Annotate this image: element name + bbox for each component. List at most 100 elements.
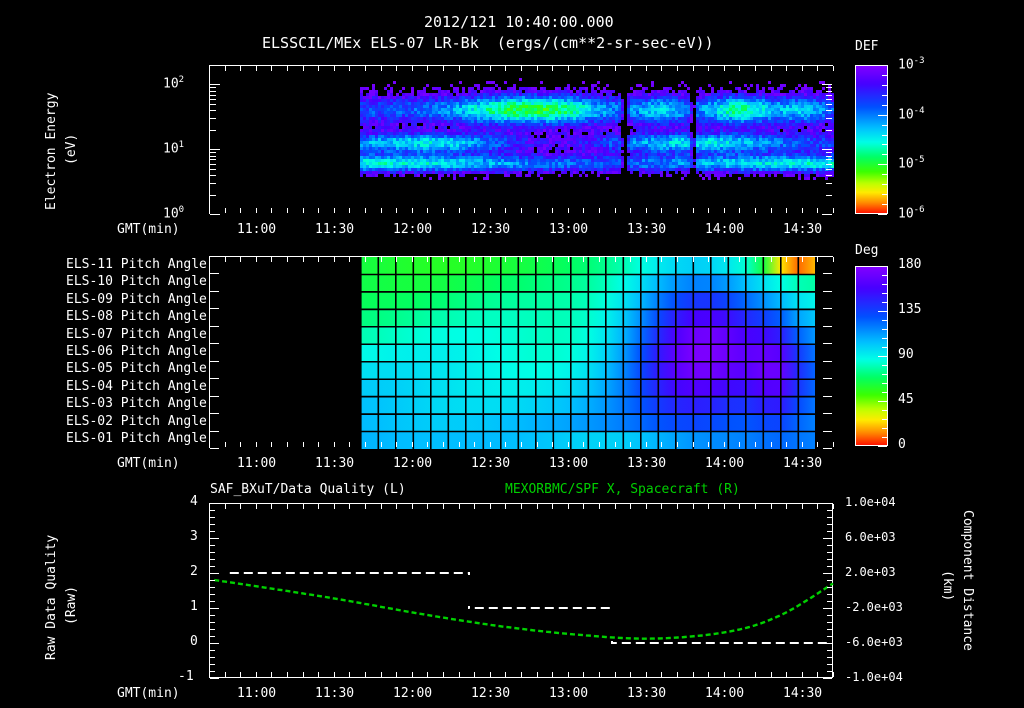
axis-tick <box>396 66 397 71</box>
axis-tick <box>490 504 491 509</box>
axis-tick <box>827 531 832 532</box>
axis-tick <box>349 672 350 677</box>
axis-tick <box>210 308 219 309</box>
axis-tick <box>537 442 538 447</box>
colorbar-minor-tick <box>882 214 887 215</box>
axis-tick <box>396 257 397 262</box>
axis-tick <box>708 504 709 509</box>
axis-tick <box>459 442 460 447</box>
axis-tick <box>615 504 616 509</box>
axis-tick <box>817 442 818 447</box>
axis-tick <box>823 378 832 379</box>
axis-tick <box>568 442 569 447</box>
axis-tick <box>771 672 772 677</box>
axis-tick <box>693 672 694 677</box>
axis-tick <box>318 504 319 509</box>
axis-tick <box>661 257 662 262</box>
axis-tick <box>210 559 215 560</box>
axis-tick <box>381 66 382 71</box>
pitch-angle-row-label: ELS-06 Pitch Angle <box>66 344 207 359</box>
axis-tick <box>365 504 366 509</box>
axis-tick <box>823 273 832 274</box>
colorbar-minor-tick <box>882 356 887 357</box>
axis-tick <box>256 66 257 71</box>
quality-distance-panel-frame <box>209 503 833 678</box>
axis-tick <box>822 149 832 150</box>
axis-tick <box>209 66 210 71</box>
axis-tick <box>210 396 219 397</box>
axis-tick <box>823 396 832 397</box>
top-xtick-label: 11:00 <box>237 222 277 237</box>
colorbar-minor-tick <box>882 428 887 429</box>
axis-tick <box>365 442 366 447</box>
axis-tick <box>568 672 569 677</box>
step-connector-mask <box>610 610 614 641</box>
axis-tick <box>552 66 553 71</box>
axis-tick <box>802 208 803 213</box>
axis-tick <box>334 504 335 509</box>
axis-tick <box>474 504 475 509</box>
axis-tick <box>755 66 756 71</box>
axis-tick <box>271 66 272 71</box>
pitch-angle-row-label: ELS-03 Pitch Angle <box>66 396 207 412</box>
axis-tick <box>823 573 832 574</box>
axis-tick <box>490 208 491 213</box>
axis-tick <box>646 257 647 262</box>
axis-tick <box>412 208 413 213</box>
axis-tick <box>827 524 832 525</box>
mid-xtick-label: 11:00 <box>237 456 277 471</box>
axis-tick <box>817 504 818 509</box>
axis-tick <box>474 672 475 677</box>
axis-tick <box>349 66 350 71</box>
axis-tick <box>823 538 832 539</box>
axis-tick <box>240 257 241 262</box>
dataset-subtitle: ELSSCIL/MEx ELS-07 LR-Bk (ergs/(cm**2-sr… <box>262 34 714 52</box>
axis-tick <box>381 208 382 213</box>
axis-tick <box>827 594 832 595</box>
axis-tick <box>677 66 678 71</box>
axis-tick <box>827 566 832 567</box>
axis-tick <box>210 273 219 274</box>
mid-xtick-label: 13:30 <box>627 456 667 471</box>
axis-tick <box>599 442 600 447</box>
bottom-right-ylabel-line2: (km) <box>940 570 955 602</box>
axis-tick <box>771 66 772 71</box>
bottom-right-ytick-label: -2.0e+03 <box>845 600 903 614</box>
axis-tick <box>833 672 834 677</box>
axis-tick <box>210 622 215 623</box>
colorbar-minor-tick <box>882 115 887 116</box>
axis-tick <box>210 664 215 665</box>
axis-tick <box>817 672 818 677</box>
axis-tick <box>334 257 335 262</box>
axis-tick <box>210 587 215 588</box>
axis-tick <box>474 442 475 447</box>
colorbar-minor-tick <box>882 437 887 438</box>
axis-tick <box>318 208 319 213</box>
axis-tick <box>630 66 631 71</box>
axis-tick <box>827 664 832 665</box>
axis-tick <box>677 672 678 677</box>
axis-tick <box>630 257 631 262</box>
axis-tick <box>303 504 304 509</box>
axis-tick <box>615 442 616 447</box>
axis-tick <box>537 504 538 509</box>
bottom-xtick-label: 11:00 <box>237 686 277 701</box>
axis-tick <box>210 326 219 327</box>
axis-tick <box>822 84 832 85</box>
electron-energy-spectrogram <box>210 66 834 215</box>
axis-tick <box>827 601 832 602</box>
axis-tick <box>443 208 444 213</box>
axis-tick <box>646 442 647 447</box>
axis-tick <box>210 431 219 432</box>
colorbar-minor-tick <box>882 401 887 402</box>
axis-tick <box>396 442 397 447</box>
axis-tick <box>583 442 584 447</box>
axis-tick <box>210 169 216 170</box>
axis-tick <box>693 208 694 213</box>
axis-tick <box>724 442 725 447</box>
axis-tick <box>826 91 832 92</box>
axis-tick <box>412 504 413 509</box>
axis-tick <box>210 552 215 553</box>
axis-tick <box>708 442 709 447</box>
axis-tick <box>396 504 397 509</box>
